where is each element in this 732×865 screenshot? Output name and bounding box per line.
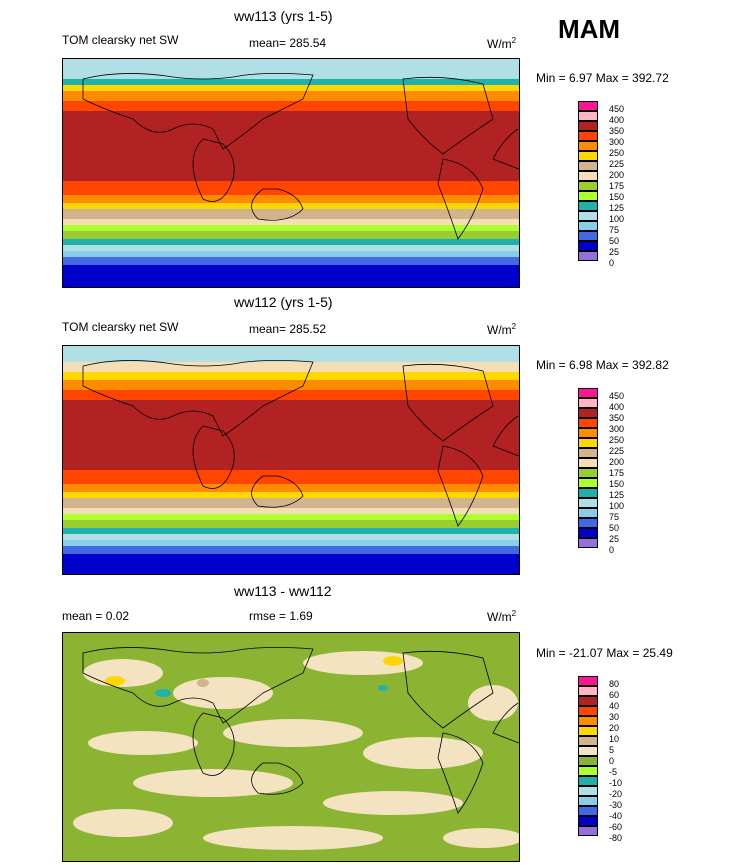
panel-1-tick: 150	[609, 192, 625, 202]
panel-3-tick: 40	[609, 701, 620, 711]
panel-3-tick: -60	[609, 822, 623, 832]
panel-2-tick: 250	[609, 435, 625, 445]
panel-1-units: W/m2	[487, 36, 517, 51]
panel-1-mean: mean= 285.54	[249, 36, 327, 50]
panel-1-tick: 350	[609, 126, 625, 136]
panel-1-tick: 125	[609, 203, 625, 213]
panel-2-tick: 50	[609, 523, 620, 533]
panel-1-colorbar	[578, 101, 598, 261]
panel-2-tick: 200	[609, 457, 625, 467]
panel-3-mean: mean = 0.02	[62, 609, 130, 623]
panel-1-tick: 300	[609, 137, 625, 147]
panel-2-tick: 25	[609, 534, 620, 544]
panel-2-tick: 75	[609, 512, 620, 522]
panel-2-tick: 150	[609, 479, 625, 489]
panel-1-tick: 100	[609, 214, 625, 224]
panel-1-tick: 175	[609, 181, 625, 191]
panel-3-tick: 20	[609, 723, 620, 733]
panel-1-tick: 450	[609, 104, 625, 114]
panel-3-tick: 30	[609, 712, 620, 722]
panel-2-field-label: TOM clearsky net SW	[62, 320, 179, 334]
panel-1-title: ww113 (yrs 1-5)	[234, 8, 333, 24]
panel-2-map	[62, 345, 520, 575]
panel-3-colorbar	[578, 676, 598, 836]
season-label: MAM	[558, 14, 621, 44]
panel-2-colorbar	[578, 388, 598, 548]
panel-1-tick: 200	[609, 170, 625, 180]
panel-1-minmax: Min = 6.97 Max = 392.72	[536, 71, 669, 85]
panel-3-tick: -20	[609, 789, 623, 799]
panel-3-units: W/m2	[487, 609, 517, 624]
panel-2-tick: 350	[609, 413, 625, 423]
panel-2-tick: 300	[609, 424, 625, 434]
panel-3-tick: -30	[609, 800, 623, 810]
panel-1-tick: 0	[609, 258, 615, 268]
panel-3-rmse: rmse = 1.69	[249, 609, 313, 623]
panel-1-tick: 400	[609, 115, 625, 125]
panel-2-tick: 225	[609, 446, 625, 456]
panel-1-tick: 225	[609, 159, 625, 169]
panel-3-tick: -80	[609, 833, 623, 843]
panel-3-map	[62, 632, 520, 862]
panel-3-tick: -5	[609, 767, 618, 777]
panel-1-tick: 25	[609, 247, 620, 257]
panel-3-tick: 80	[609, 679, 620, 689]
panel-2-tick: 450	[609, 391, 625, 401]
panel-2-units: W/m2	[487, 322, 517, 337]
panel-1-map	[62, 58, 520, 288]
panel-2-tick: 100	[609, 501, 625, 511]
panel-2-title: ww112 (yrs 1-5)	[234, 294, 333, 310]
panel-3-minmax: Min = -21.07 Max = 25.49	[536, 646, 673, 660]
panel-2-tick: 400	[609, 402, 625, 412]
panel-3-tick: 10	[609, 734, 620, 744]
panel-1-tick: 50	[609, 236, 620, 246]
panel-1-tick: 250	[609, 148, 625, 158]
panel-1-tick: 75	[609, 225, 620, 235]
panel-3-tick: 5	[609, 745, 615, 755]
panel-3-tick: 60	[609, 690, 620, 700]
panel-2-tick: 125	[609, 490, 625, 500]
panel-3-title: ww113 - ww112	[234, 583, 332, 599]
panel-3-tick: 0	[609, 756, 615, 766]
panel-2-mean: mean= 285.52	[249, 322, 327, 336]
panel-2-tick: 175	[609, 468, 625, 478]
panel-3-tick: -10	[609, 778, 623, 788]
panel-3-tick: -40	[609, 811, 623, 821]
panel-1-field-label: TOM clearsky net SW	[62, 33, 179, 47]
panel-2-tick: 0	[609, 545, 615, 555]
panel-2-minmax: Min = 6.98 Max = 392.82	[536, 358, 669, 372]
